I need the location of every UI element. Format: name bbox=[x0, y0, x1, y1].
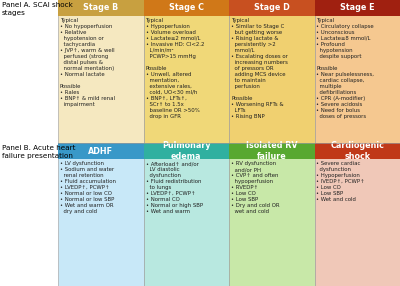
FancyBboxPatch shape bbox=[314, 143, 400, 286]
FancyBboxPatch shape bbox=[58, 0, 144, 16]
FancyBboxPatch shape bbox=[229, 143, 314, 286]
FancyBboxPatch shape bbox=[144, 143, 229, 159]
Text: • LV dysfunction
• Sodium and water
  renal retention
• Fluid accumulation
• LVE: • LV dysfunction • Sodium and water rena… bbox=[60, 161, 116, 214]
FancyBboxPatch shape bbox=[229, 143, 314, 159]
Text: Stage C: Stage C bbox=[169, 3, 204, 13]
Text: Typical
• Hypoperfusion
• Volume overload
• Lactate≥2 mmol/L
• Invasive HD: CI<2: Typical • Hypoperfusion • Volume overloa… bbox=[146, 18, 204, 119]
FancyBboxPatch shape bbox=[144, 143, 229, 286]
Text: ADHF: ADHF bbox=[88, 146, 113, 156]
FancyBboxPatch shape bbox=[144, 0, 229, 16]
Text: Panel B. Acute heart
failure presentation: Panel B. Acute heart failure presentatio… bbox=[2, 145, 76, 159]
Text: • Severe cardiac
  dysfunction
• Hypoperfusion
• lVEDP↑, PCWP↑
• Low CO
• Low SB: • Severe cardiac dysfunction • Hypoperfu… bbox=[316, 161, 365, 202]
Text: Isolated RV
failure: Isolated RV failure bbox=[246, 141, 298, 161]
FancyBboxPatch shape bbox=[314, 0, 400, 143]
Text: Panel A. SCAI shock
stages: Panel A. SCAI shock stages bbox=[2, 2, 73, 16]
FancyBboxPatch shape bbox=[229, 0, 314, 16]
FancyBboxPatch shape bbox=[229, 0, 314, 143]
Text: Typical
• Circulatory collapse
• Unconscious
• Lactate≥8 mmol/L
• Profound
  hyp: Typical • Circulatory collapse • Unconsc… bbox=[316, 18, 374, 119]
FancyBboxPatch shape bbox=[314, 0, 400, 16]
Text: Pulmonary
edema: Pulmonary edema bbox=[162, 141, 210, 161]
Text: Cardiogenic
shock: Cardiogenic shock bbox=[330, 141, 384, 161]
Text: • Afterload↑ and/or
  LV diastolic
  dysfunction
• Fluid redistribution
  to lun: • Afterload↑ and/or LV diastolic dysfunc… bbox=[146, 161, 203, 214]
Text: • RV dysfunction
  and/or PH
• CVP↑ and often
  hypoperfusion
• RVEDP↑
• Low CO
: • RV dysfunction and/or PH • CVP↑ and of… bbox=[231, 161, 280, 214]
Text: Typical
• No hypoperfusion
• Relative
  hypotension or
  tachycardia
• JVP↑, war: Typical • No hypoperfusion • Relative hy… bbox=[60, 18, 115, 107]
FancyBboxPatch shape bbox=[58, 143, 144, 159]
Text: Typical
• Similar to Stage C
  but getting worse
• Rising lactate &
  persistent: Typical • Similar to Stage C but getting… bbox=[231, 18, 288, 119]
Text: Stage D: Stage D bbox=[254, 3, 290, 13]
FancyBboxPatch shape bbox=[314, 143, 400, 159]
Text: Stage B: Stage B bbox=[83, 3, 118, 13]
Text: Stage E: Stage E bbox=[340, 3, 374, 13]
FancyBboxPatch shape bbox=[144, 0, 229, 143]
FancyBboxPatch shape bbox=[58, 143, 144, 286]
FancyBboxPatch shape bbox=[58, 0, 144, 143]
